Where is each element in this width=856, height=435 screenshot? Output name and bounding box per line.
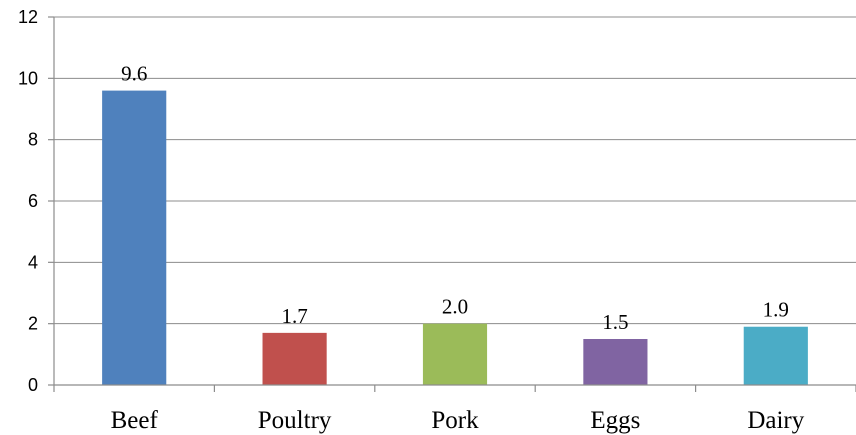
y-tick-label: 8: [28, 130, 38, 150]
y-axis-ticks: 0 2 4 6 8 10 12: [18, 7, 38, 395]
data-label: 1.7: [281, 304, 307, 328]
x-axis: [48, 16, 856, 392]
y-tick-label: 10: [18, 68, 38, 88]
category-label: Dairy: [747, 407, 804, 434]
y-tick-label: 0: [28, 375, 38, 395]
data-label: 9.6: [121, 62, 147, 86]
category-label: Beef: [111, 407, 159, 434]
bars: [102, 90, 808, 385]
y-tick-label: 4: [28, 252, 38, 272]
data-label: 1.5: [602, 310, 628, 334]
category-label: Eggs: [590, 407, 640, 434]
data-label: 2.0: [442, 295, 468, 319]
y-tick-label: 12: [18, 7, 38, 27]
bar-beef: [102, 90, 167, 385]
bar-dairy: [743, 326, 808, 385]
gridlines: [54, 16, 856, 325]
data-label: 1.9: [763, 298, 789, 322]
bar-poultry: [262, 332, 327, 385]
category-label: Pork: [431, 407, 479, 434]
category-label: Poultry: [258, 407, 332, 434]
data-labels: 9.6 1.7 2.0 1.5 1.9: [121, 62, 789, 334]
y-tick-label: 6: [28, 191, 38, 211]
bar-eggs: [583, 339, 648, 385]
y-tick-label: 2: [28, 314, 38, 334]
bar-pork: [422, 323, 488, 385]
category-labels: Beef Poultry Pork Eggs Dairy: [111, 407, 805, 434]
